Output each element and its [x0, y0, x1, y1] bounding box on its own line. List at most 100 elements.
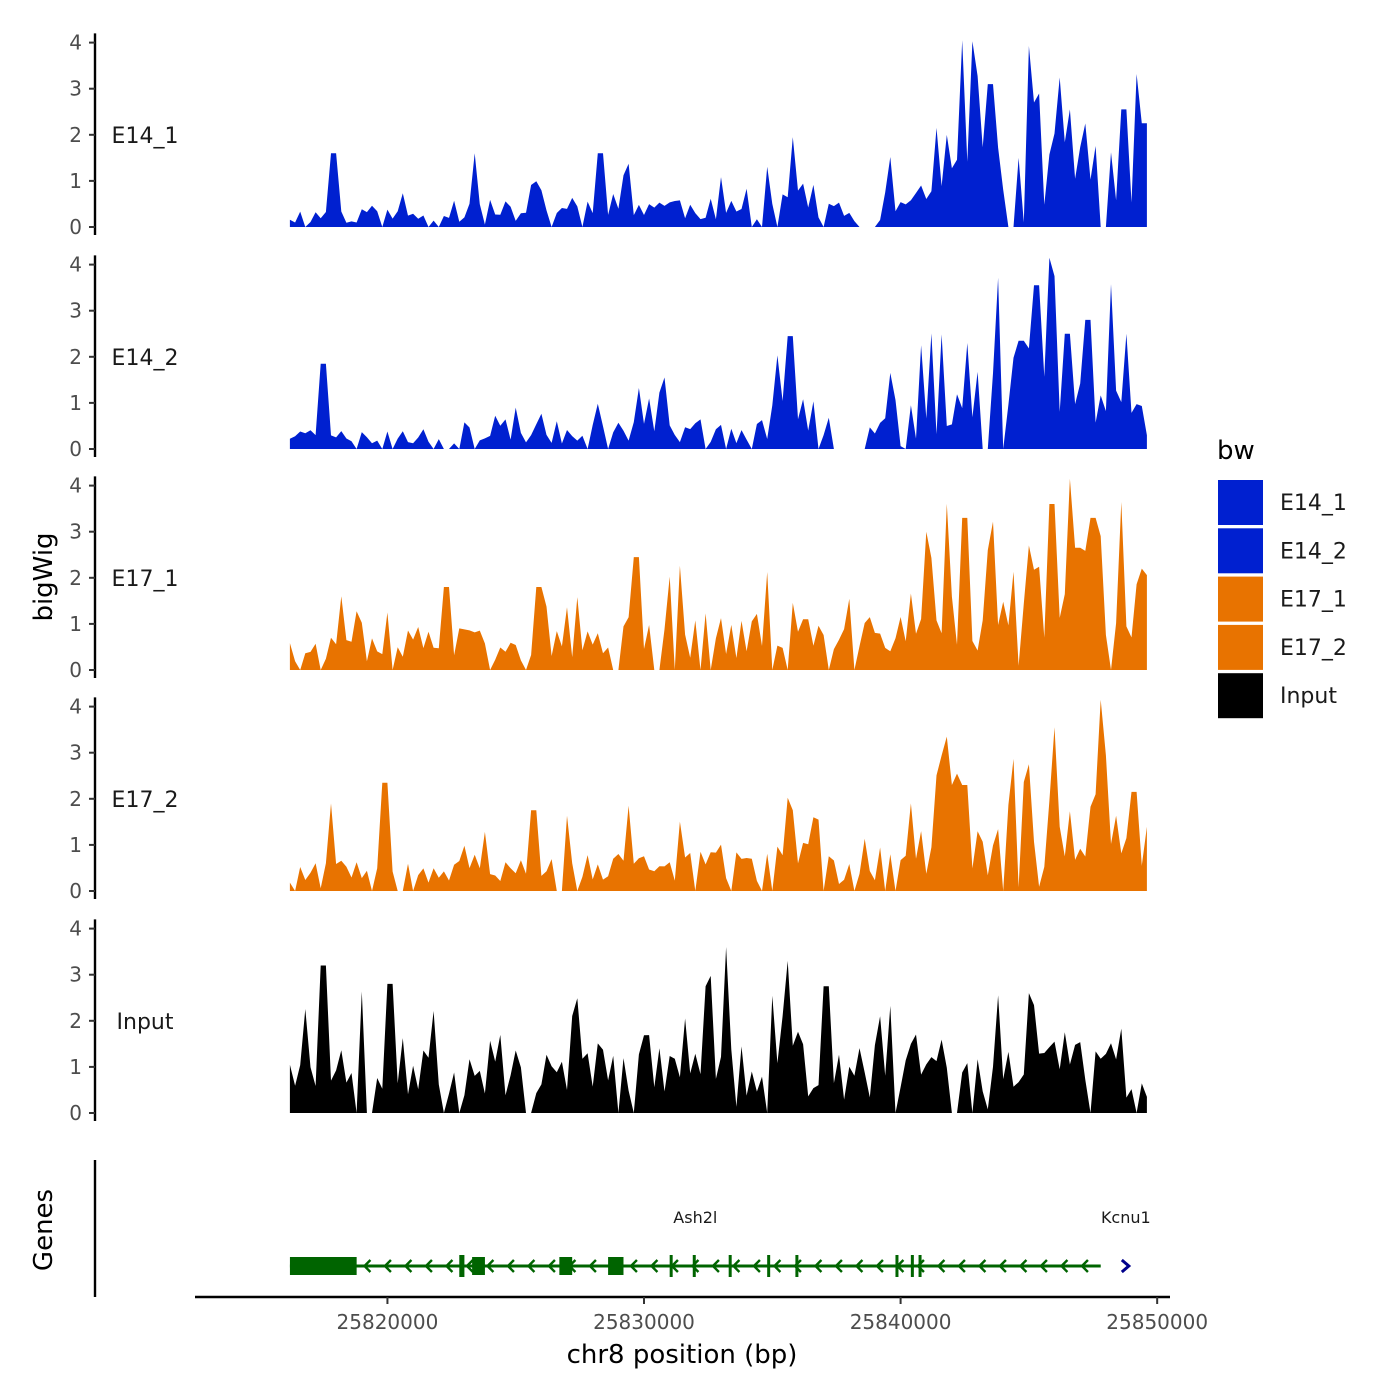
- strand-arrow-icon: [936, 1259, 946, 1273]
- y-tick-label: 4: [69, 474, 82, 498]
- gene-exon: [895, 1255, 899, 1277]
- y-tick-label: 0: [69, 879, 82, 903]
- y-tick-label: 0: [69, 1101, 82, 1125]
- strand-arrow-icon: [916, 1259, 925, 1273]
- genes-axis-title: Genes: [29, 1189, 59, 1271]
- y-tick-label: 2: [69, 787, 82, 811]
- strand-arrow-icon: [1039, 1259, 1048, 1273]
- y-tick-label: 0: [69, 658, 82, 682]
- x-tick-label: 25840000: [850, 1310, 952, 1334]
- gene-exon: [910, 1255, 914, 1277]
- legend-title: bw: [1217, 436, 1255, 466]
- x-tick-label: 25850000: [1106, 1310, 1208, 1334]
- strand-arrow-icon: [772, 1259, 782, 1273]
- y-tick-label: 0: [69, 437, 82, 461]
- strand-arrow-icon: [1059, 1259, 1069, 1273]
- legend-item-E17_1: E17_1: [1218, 576, 1347, 622]
- strand-arrow-icon: [834, 1259, 843, 1273]
- strand-arrow-icon: [731, 1259, 741, 1273]
- strand-arrow-icon: [1080, 1259, 1089, 1273]
- legend-label: E14_1: [1280, 491, 1347, 516]
- strand-arrow-icon: [690, 1259, 700, 1273]
- gene-Ash2l: Ash2l: [289, 1208, 1101, 1277]
- legend-label: E17_2: [1280, 636, 1347, 661]
- strand-arrow-icon: [588, 1259, 597, 1273]
- gene-exon: [559, 1257, 573, 1275]
- gene-exon: [918, 1255, 922, 1277]
- y-tick-label: 3: [69, 299, 82, 323]
- y-tick-label: 4: [69, 31, 82, 55]
- y-tick-label: 1: [69, 169, 82, 193]
- legend-swatch: [1218, 480, 1263, 525]
- legend-label: Input: [1280, 684, 1337, 709]
- strand-arrow-icon: [485, 1259, 495, 1273]
- legend-item-E14_2: E14_2: [1218, 528, 1347, 574]
- strand-arrow-icon: [362, 1259, 372, 1273]
- gene-exon: [608, 1257, 624, 1275]
- gene-exon: [795, 1255, 799, 1277]
- gene-label: Ash2l: [673, 1208, 717, 1227]
- coverage-area-E14_1: [289, 40, 1147, 227]
- track-E14_1: 0 1 2 3 4 E14_1: [69, 31, 1147, 239]
- y-tick-label: 3: [69, 77, 82, 101]
- gene-label: Kcnu1: [1101, 1208, 1151, 1227]
- strand-arrow-icon: [793, 1259, 802, 1273]
- track-label: E17_1: [112, 567, 179, 592]
- gene-exon: [728, 1255, 732, 1277]
- y-tick-label: 4: [69, 253, 82, 277]
- y-axis-title: bigWig: [29, 532, 59, 621]
- y-tick-label: 0: [69, 215, 82, 239]
- strand-arrow-icon: [998, 1259, 1007, 1273]
- y-tick-label: 1: [69, 391, 82, 415]
- coverage-area-E17_2: [289, 699, 1147, 891]
- strand-arrow-icon: [854, 1259, 864, 1273]
- track-label: E14_1: [112, 124, 179, 149]
- genes-layer: Ash2l Kcnu1 25820000 25830000 25840000 258500…: [93, 1160, 1208, 1334]
- strand-arrow-icon: [526, 1259, 536, 1273]
- gene-exon: [289, 1257, 357, 1275]
- y-tick-label: 3: [69, 520, 82, 544]
- legend-item-E14_1: E14_1: [1218, 480, 1347, 525]
- strand-arrow-icon: [1120, 1258, 1132, 1274]
- x-tick-label: 25830000: [593, 1310, 695, 1334]
- x-axis-title: chr8 position (bp): [567, 1340, 798, 1370]
- legend-swatch: [1218, 673, 1263, 719]
- strand-arrow-icon: [424, 1259, 433, 1273]
- track-Input: 0 1 2 3 4 Input: [69, 917, 1147, 1125]
- y-tick-label: 1: [69, 833, 82, 857]
- legend-swatch: [1218, 624, 1263, 670]
- gene-exon: [692, 1255, 696, 1277]
- y-tick-label: 1: [69, 612, 82, 636]
- gene-exon: [472, 1257, 485, 1275]
- track-label: Input: [117, 1010, 174, 1035]
- y-tick-label: 2: [69, 123, 82, 147]
- track-label: E14_2: [112, 346, 179, 371]
- coverage-area-E14_2: [289, 257, 1147, 449]
- strand-arrow-icon: [957, 1259, 966, 1273]
- gene-exon: [669, 1255, 673, 1277]
- strand-arrow-icon: [383, 1259, 392, 1273]
- strand-arrow-icon: [465, 1259, 474, 1273]
- y-tick-label: 1: [69, 1055, 82, 1079]
- strand-arrow-icon: [1018, 1259, 1028, 1273]
- legend-swatch: [1218, 528, 1263, 574]
- legend-item-E17_2: E17_2: [1218, 624, 1347, 670]
- strand-arrow-icon: [547, 1259, 556, 1273]
- y-tick-label: 4: [69, 917, 82, 941]
- strand-arrow-icon: [649, 1259, 659, 1273]
- legend-label: E17_1: [1280, 588, 1347, 613]
- legend-swatch: [1218, 576, 1263, 622]
- y-tick-label: 2: [69, 345, 82, 369]
- track-E17_1: 0 1 2 3 4 E17_1: [69, 474, 1147, 682]
- strand-arrow-icon: [711, 1259, 720, 1273]
- legend-item-Input: Input: [1218, 673, 1337, 719]
- track-E17_2: 0 1 2 3 4 E17_2: [69, 695, 1147, 903]
- y-tick-label: 3: [69, 741, 82, 765]
- coverage-area-E17_1: [289, 478, 1147, 670]
- legend: bw E14_1 E14_2 E17_1 E17_2 Input: [1217, 436, 1347, 719]
- strand-arrow-icon: [403, 1259, 413, 1273]
- coverage-area-Input: [289, 947, 1147, 1113]
- gene-exon: [767, 1255, 771, 1277]
- y-tick-label: 2: [69, 1009, 82, 1033]
